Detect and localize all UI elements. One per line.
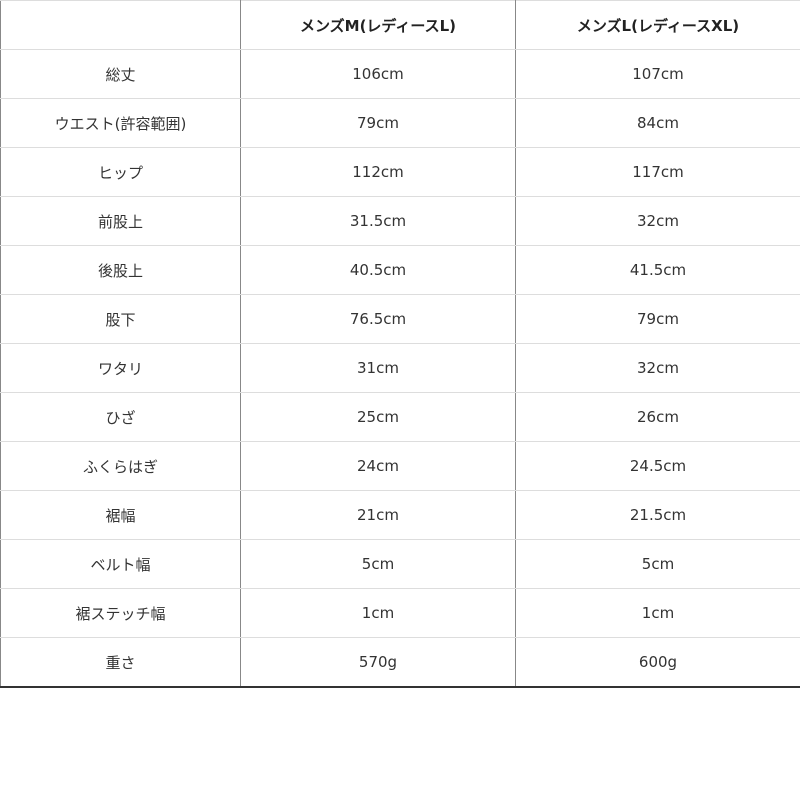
table-row: ふくらはぎ 24cm 24.5cm [0, 441, 800, 491]
size-value: 5cm [515, 539, 800, 589]
size-value: 600g [515, 637, 800, 688]
size-value: 41.5cm [515, 245, 800, 295]
size-value: 1cm [515, 588, 800, 638]
table-row: ヒップ 112cm 117cm [0, 147, 800, 197]
table-row: 裾ステッチ幅 1cm 1cm [0, 588, 800, 638]
row-label: ひざ [0, 392, 241, 442]
size-value: 21cm [240, 490, 516, 540]
header-size-l: メンズL(レディースXL) [515, 0, 800, 50]
size-value: 40.5cm [240, 245, 516, 295]
size-value: 32cm [515, 343, 800, 393]
size-value: 31.5cm [240, 196, 516, 246]
table-row: 股下 76.5cm 79cm [0, 294, 800, 344]
row-label: ベルト幅 [0, 539, 241, 589]
table-row: ひざ 25cm 26cm [0, 392, 800, 442]
table-row: 後股上 40.5cm 41.5cm [0, 245, 800, 295]
table-row: ベルト幅 5cm 5cm [0, 539, 800, 589]
size-value: 24.5cm [515, 441, 800, 491]
table-row: ワタリ 31cm 32cm [0, 343, 800, 393]
size-value: 21.5cm [515, 490, 800, 540]
row-label: 前股上 [0, 196, 241, 246]
row-label: 股下 [0, 294, 241, 344]
table-row: ウエスト(許容範囲) 79cm 84cm [0, 98, 800, 148]
size-value: 106cm [240, 49, 516, 99]
table-row: 重さ 570g 600g [0, 637, 800, 688]
header-row: メンズM(レディースL) メンズL(レディースXL) [0, 0, 800, 50]
row-label: ヒップ [0, 147, 241, 197]
row-label: 重さ [0, 637, 241, 688]
size-value: 84cm [515, 98, 800, 148]
size-value: 107cm [515, 49, 800, 99]
header-cell-empty [0, 0, 241, 50]
header-size-m: メンズM(レディースL) [240, 0, 516, 50]
row-label: 後股上 [0, 245, 241, 295]
size-value: 5cm [240, 539, 516, 589]
size-value: 31cm [240, 343, 516, 393]
row-label: 総丈 [0, 49, 241, 99]
size-table: メンズM(レディースL) メンズL(レディースXL) 総丈 106cm 107cm ウ… [0, 0, 800, 688]
size-value: 570g [240, 637, 516, 688]
size-value: 112cm [240, 147, 516, 197]
size-value: 117cm [515, 147, 800, 197]
row-label: ワタリ [0, 343, 241, 393]
row-label: ふくらはぎ [0, 441, 241, 491]
row-label: 裾幅 [0, 490, 241, 540]
row-label: ウエスト(許容範囲) [0, 98, 241, 148]
table-row: 裾幅 21cm 21.5cm [0, 490, 800, 540]
size-value: 79cm [515, 294, 800, 344]
size-value: 24cm [240, 441, 516, 491]
size-value: 76.5cm [240, 294, 516, 344]
size-value: 1cm [240, 588, 516, 638]
size-value: 25cm [240, 392, 516, 442]
table-row: 総丈 106cm 107cm [0, 49, 800, 99]
size-value: 32cm [515, 196, 800, 246]
size-value: 26cm [515, 392, 800, 442]
row-label: 裾ステッチ幅 [0, 588, 241, 638]
size-value: 79cm [240, 98, 516, 148]
table-row: 前股上 31.5cm 32cm [0, 196, 800, 246]
